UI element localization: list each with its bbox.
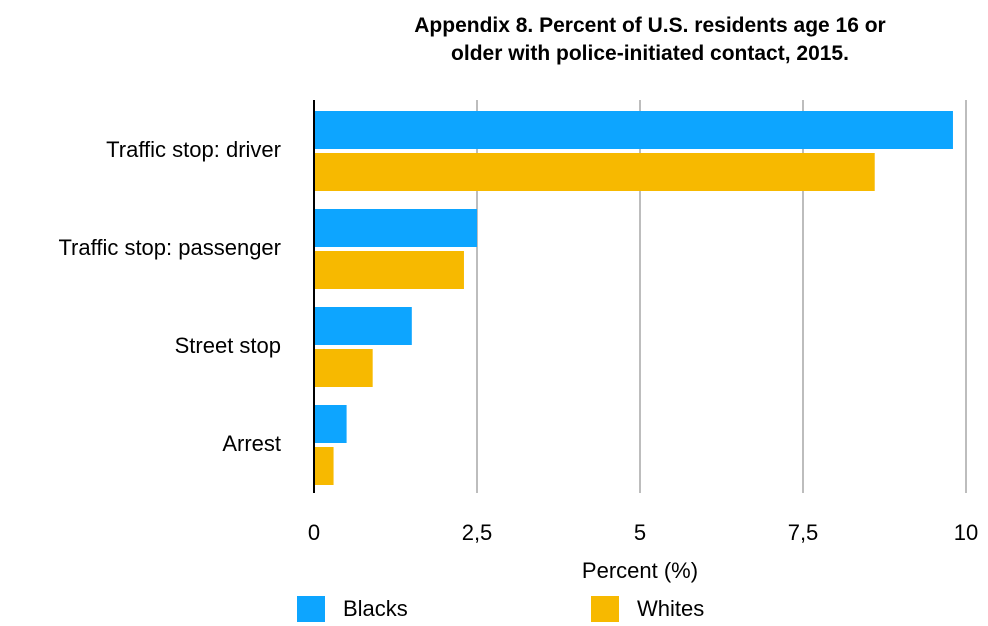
category-label: Traffic stop: passenger bbox=[58, 235, 281, 260]
bar-blacks bbox=[314, 111, 953, 149]
legend-swatch-blacks bbox=[297, 596, 325, 622]
legend-swatch-whites bbox=[591, 596, 619, 622]
legend: Blacks Whites bbox=[0, 596, 988, 626]
legend-label-blacks: Blacks bbox=[343, 596, 408, 621]
bar-whites bbox=[314, 447, 334, 485]
legend-item-blacks: Blacks bbox=[297, 596, 408, 622]
x-axis-label: Percent (%) bbox=[582, 558, 698, 583]
bar-blacks bbox=[314, 307, 412, 345]
legend-label-whites: Whites bbox=[637, 596, 705, 621]
bars bbox=[314, 111, 953, 485]
category-label: Arrest bbox=[222, 431, 281, 456]
bar-whites bbox=[314, 349, 373, 387]
category-label: Street stop bbox=[175, 333, 281, 358]
chart-title-line-1: Appendix 8. Percent of U.S. residents ag… bbox=[414, 14, 886, 37]
bar-whites bbox=[314, 153, 875, 191]
chart-title-line-2: older with police-initiated contact, 201… bbox=[451, 42, 849, 65]
bar-blacks bbox=[314, 209, 477, 247]
x-tick-label: 5 bbox=[634, 520, 646, 545]
x-tick-labels: 0 2,5 5 7,5 10 bbox=[308, 520, 978, 545]
x-tick-label: 0 bbox=[308, 520, 320, 545]
category-label: Traffic stop: driver bbox=[106, 137, 281, 162]
x-tick-label: 2,5 bbox=[462, 520, 493, 545]
bar-blacks bbox=[314, 405, 347, 443]
category-labels: Traffic stop: driver Traffic stop: passen… bbox=[58, 137, 281, 456]
x-tick-label: 7,5 bbox=[788, 520, 819, 545]
x-tick-label: 10 bbox=[954, 520, 978, 545]
legend-item-whites: Whites bbox=[591, 596, 704, 622]
chart-title: Appendix 8. Percent of U.S. residents ag… bbox=[310, 12, 988, 68]
bar-whites bbox=[314, 251, 464, 289]
